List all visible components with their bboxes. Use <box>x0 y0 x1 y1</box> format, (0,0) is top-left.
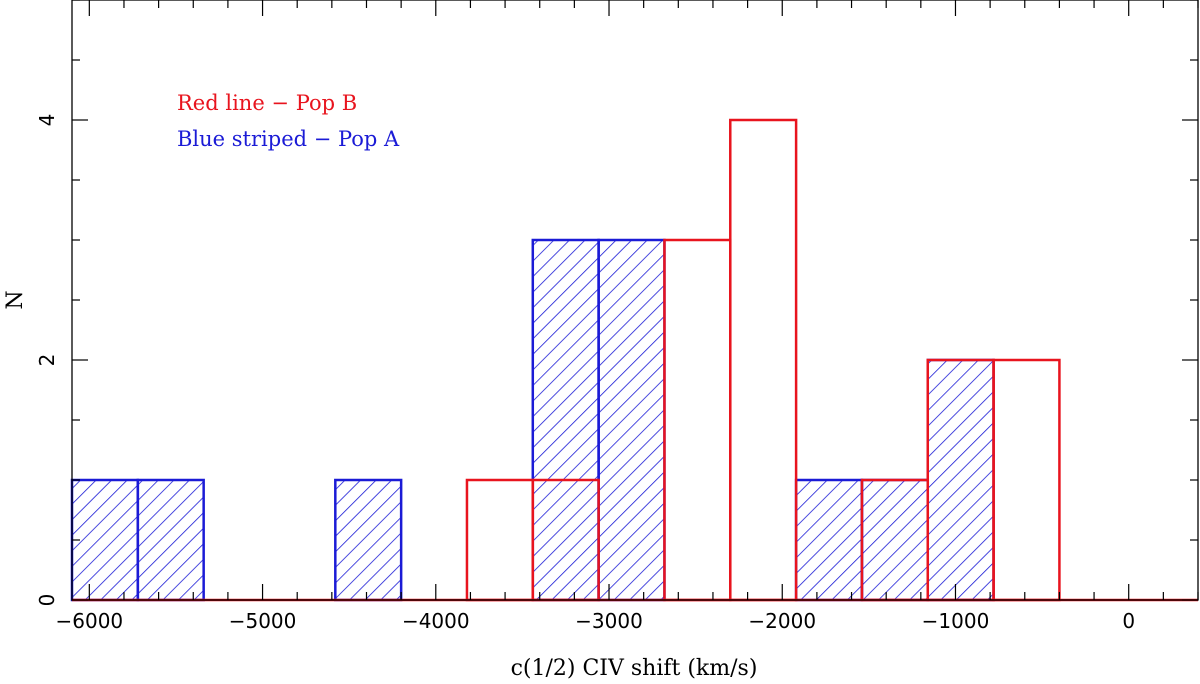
bar-pop-a <box>334 478 403 602</box>
bar-pop-a <box>531 238 600 602</box>
bar-pop-b <box>663 238 732 602</box>
x-tick-label: −6000 <box>55 609 123 633</box>
legend-pop-b: Red line − Pop B <box>177 91 357 115</box>
y-tick-label: 2 <box>35 354 59 367</box>
bar-pop-b <box>992 358 1061 602</box>
bar-pop-a <box>136 478 205 602</box>
x-tick-label: −2000 <box>748 609 816 633</box>
bar-pop-a <box>926 358 995 602</box>
y-tick-label: 4 <box>35 114 59 127</box>
bar-pop-a <box>70 478 140 602</box>
x-tick-label: −5000 <box>229 609 297 633</box>
bar-pop-a <box>860 478 930 602</box>
x-tick-label: −4000 <box>402 609 470 633</box>
y-axis-title: N <box>3 290 28 309</box>
bar-pop-a <box>794 478 864 602</box>
x-axis-title: c(1/2) CIV shift (km/s) <box>511 656 758 681</box>
bar-pop-b <box>729 118 798 602</box>
bar-pop-a <box>597 238 666 602</box>
x-tick-label: −1000 <box>922 609 990 633</box>
x-tick-label: −3000 <box>575 609 643 633</box>
x-tick-label: 0 <box>1122 609 1135 633</box>
bar-pop-b <box>465 478 535 602</box>
legend-pop-a: Blue striped − Pop A <box>177 127 400 151</box>
y-tick-label: 0 <box>35 594 59 607</box>
